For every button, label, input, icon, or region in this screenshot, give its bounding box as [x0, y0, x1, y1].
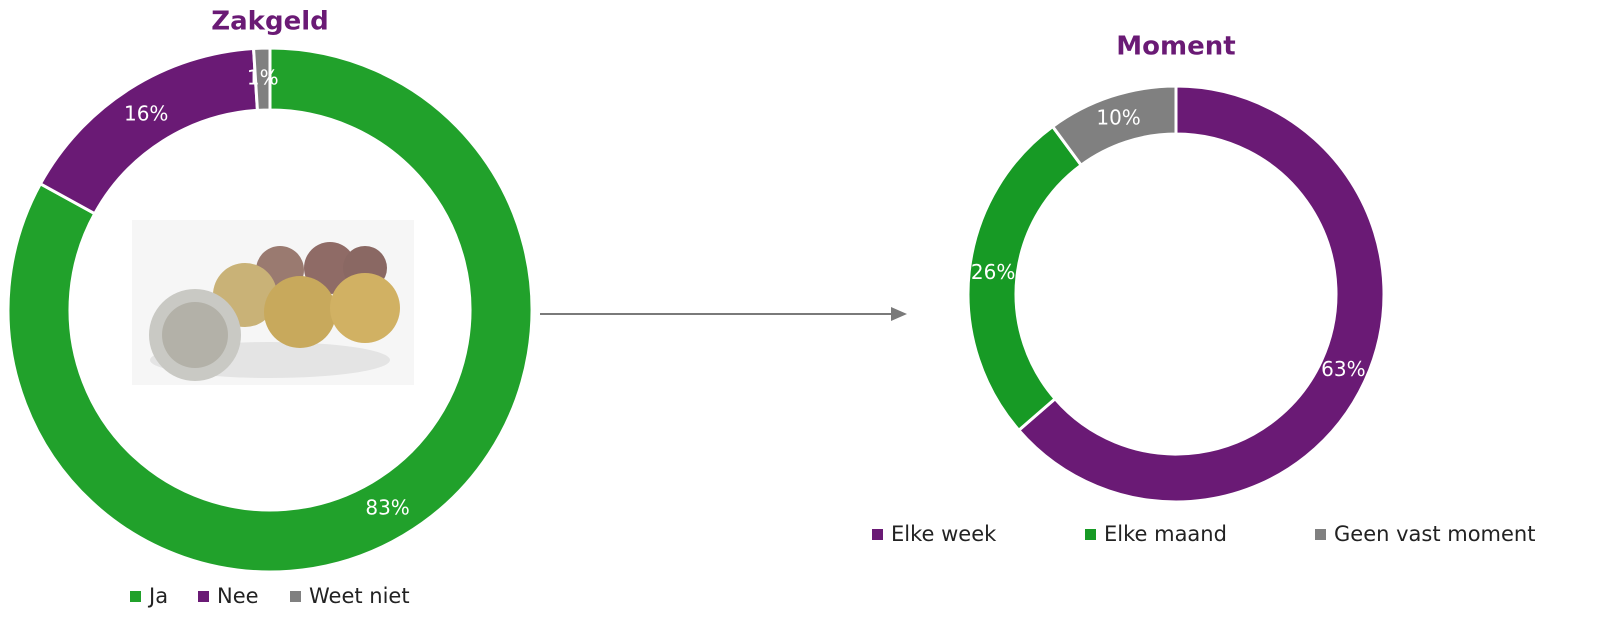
data-label: 26%	[971, 260, 1015, 284]
legend-label: Weet niet	[309, 584, 410, 608]
legend-label: Ja	[147, 584, 168, 608]
donut-slice	[251, 46, 272, 112]
data-label: 16%	[124, 101, 168, 125]
donut-slice	[1016, 84, 1386, 504]
legend-swatch	[1085, 529, 1096, 540]
data-label: 83%	[365, 495, 409, 519]
chart-title: Zakgeld	[211, 7, 328, 37]
chart-title: Moment	[1116, 32, 1235, 62]
legend-label: Nee	[217, 584, 259, 608]
legend-label: Elke week	[891, 522, 997, 546]
legend-swatch	[872, 529, 883, 540]
donut-slice	[1050, 84, 1178, 168]
legend-label: Elke maand	[1104, 522, 1227, 546]
coins-picture	[132, 220, 414, 385]
legend-swatch	[1315, 529, 1326, 540]
legend-swatch	[290, 591, 301, 602]
donut-slice	[6, 46, 534, 574]
data-label: 10%	[1096, 106, 1140, 130]
data-label: 63%	[1321, 357, 1365, 381]
arrow-head	[891, 307, 907, 321]
legend-label: Geen vast moment	[1334, 522, 1535, 546]
donut-slice	[38, 46, 260, 216]
legend-swatch	[198, 591, 209, 602]
legend-swatch	[130, 591, 141, 602]
data-label: 1%	[247, 66, 279, 90]
